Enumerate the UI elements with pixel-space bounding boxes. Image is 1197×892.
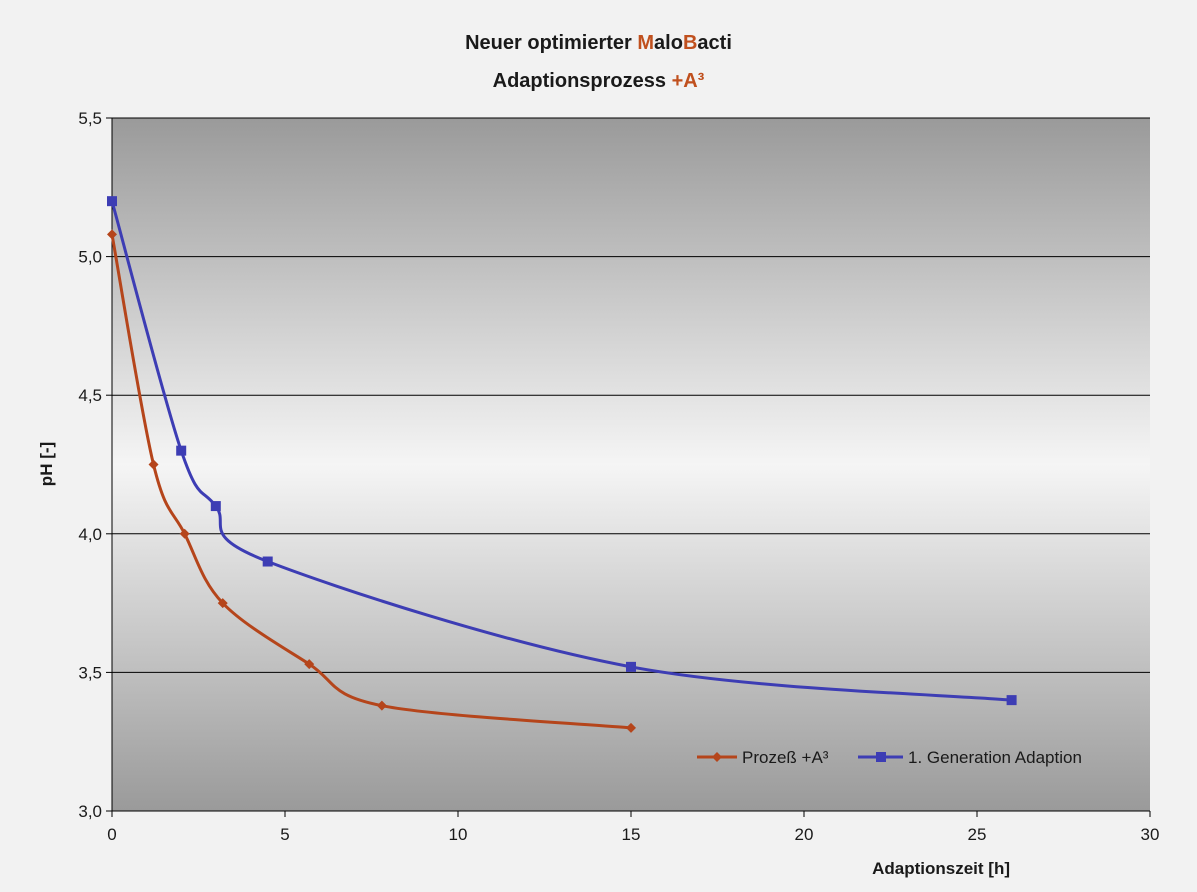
- legend-label-series-2: 1. Generation Adaption: [908, 748, 1082, 767]
- y-axis-label: pH [-]: [37, 442, 56, 486]
- y-tick-label: 3,5: [78, 663, 102, 682]
- x-tick-label: 25: [968, 825, 987, 844]
- chart-title-line-2: Adaptionsprozess +A³: [0, 70, 1197, 93]
- x-tick-label: 15: [622, 825, 641, 844]
- title-text: Adaptionsprozess: [492, 70, 672, 92]
- x-tick-label: 0: [107, 825, 116, 844]
- title-text: alo: [654, 32, 683, 54]
- x-tick-label: 10: [449, 825, 468, 844]
- chart-title-line-1: Neuer optimierter MaloBacti: [0, 32, 1197, 55]
- y-tick-label: 4,5: [78, 386, 102, 405]
- data-point-diamond: [148, 459, 159, 470]
- data-point-diamond: [626, 722, 636, 733]
- y-tick-label: 5,0: [78, 248, 102, 267]
- y-tick-label: 4,0: [78, 525, 102, 544]
- title-accent-m: M: [637, 32, 655, 54]
- data-point-diamond: [376, 700, 387, 711]
- legend-marker-diamond: [712, 752, 722, 762]
- data-point-diamond: [217, 598, 228, 609]
- data-point-diamond: [304, 659, 315, 670]
- title-accent-b: B: [682, 32, 698, 54]
- x-tick-label: 20: [795, 825, 814, 844]
- legend: Prozeß +A³ 1. Generation Adaption: [697, 748, 1082, 767]
- plot-area: [112, 118, 1150, 811]
- legend-label-series-1: Prozeß +A³: [742, 748, 829, 767]
- y-tick-label: 3,0: [78, 802, 102, 821]
- data-point-diamond: [107, 229, 117, 240]
- x-tick-label: 5: [280, 825, 289, 844]
- data-point-diamond: [179, 528, 190, 539]
- legend-marker-square: [876, 752, 886, 762]
- data-point-square: [262, 556, 273, 567]
- data-point-square: [1006, 695, 1017, 706]
- title-text: acti: [697, 32, 732, 54]
- title-accent-a3: +A³: [671, 70, 705, 92]
- y-tick-label: 5,5: [78, 109, 102, 128]
- data-point-square: [107, 196, 117, 207]
- title-text: Neuer optimierter: [465, 32, 638, 54]
- data-point-square: [626, 661, 636, 672]
- x-axis-label: Adaptionszeit [h]: [872, 859, 1010, 878]
- data-point-square: [210, 501, 221, 512]
- x-tick-label: 30: [1141, 825, 1160, 844]
- data-point-square: [176, 445, 187, 456]
